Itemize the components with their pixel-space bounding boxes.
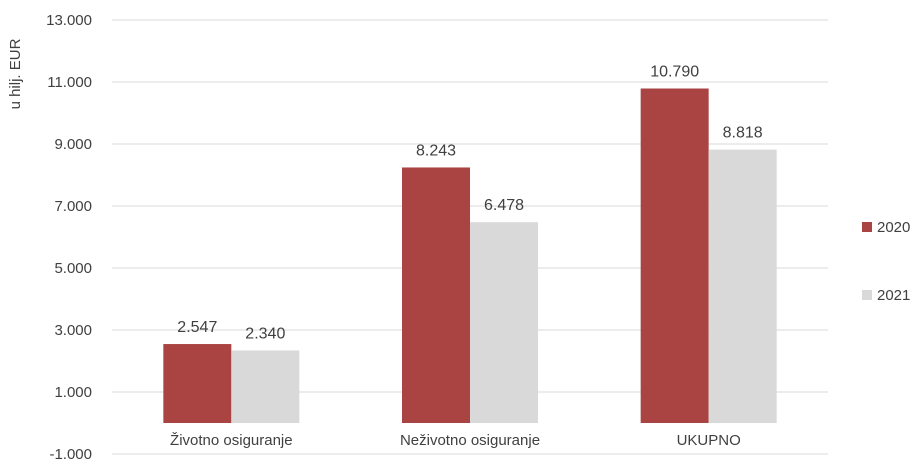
bar-2021: [708, 149, 777, 423]
data-labels: 2.547 2.340 8.243 6.478 10.790 8.818: [177, 64, 762, 343]
y-tick-label: 13.000: [46, 12, 92, 29]
legend-label-2020: 2020: [877, 219, 910, 236]
bar-2020: [163, 344, 232, 423]
y-tick-label: 3.000: [54, 322, 92, 339]
y-axis-title: u hilj. EUR: [7, 38, 24, 109]
x-axis-categories: Životno osiguranje Neživotno osiguranje UK…: [170, 432, 741, 449]
legend-swatch-2020: [862, 222, 872, 232]
x-category-label: Neživotno osiguranje: [400, 432, 540, 449]
x-category-label: UKUPNO: [677, 432, 741, 449]
legend-label-2021: 2021: [877, 287, 910, 304]
bars: [163, 88, 777, 423]
y-tick-label: -1.000: [49, 446, 92, 463]
data-label-2021: 8.818: [723, 125, 763, 142]
bar-2020: [640, 88, 709, 423]
bar-2020: [402, 167, 470, 423]
y-tick-label: 5.000: [54, 260, 92, 277]
data-label-2021: 6.478: [484, 197, 524, 214]
data-label-2021: 2.340: [245, 325, 285, 342]
bar-2021: [231, 350, 300, 423]
bar-2021: [470, 222, 538, 423]
y-tick-label: 9.000: [54, 136, 92, 153]
data-label-2020: 2.547: [177, 319, 217, 336]
legend-swatch-2021: [862, 290, 872, 300]
y-axis-ticks: -1.000 1.000 3.000 5.000 7.000 9.000 11.000 13.…: [46, 12, 92, 463]
y-tick-label: 11.000: [47, 74, 92, 91]
data-label-2020: 10.790: [650, 64, 699, 81]
y-tick-label: 1.000: [54, 384, 92, 401]
x-category-label: Životno osiguranje: [170, 432, 293, 449]
data-label-2020: 8.243: [416, 142, 456, 159]
y-tick-label: 7.000: [54, 198, 92, 215]
legend: 2020 2021: [862, 219, 910, 304]
